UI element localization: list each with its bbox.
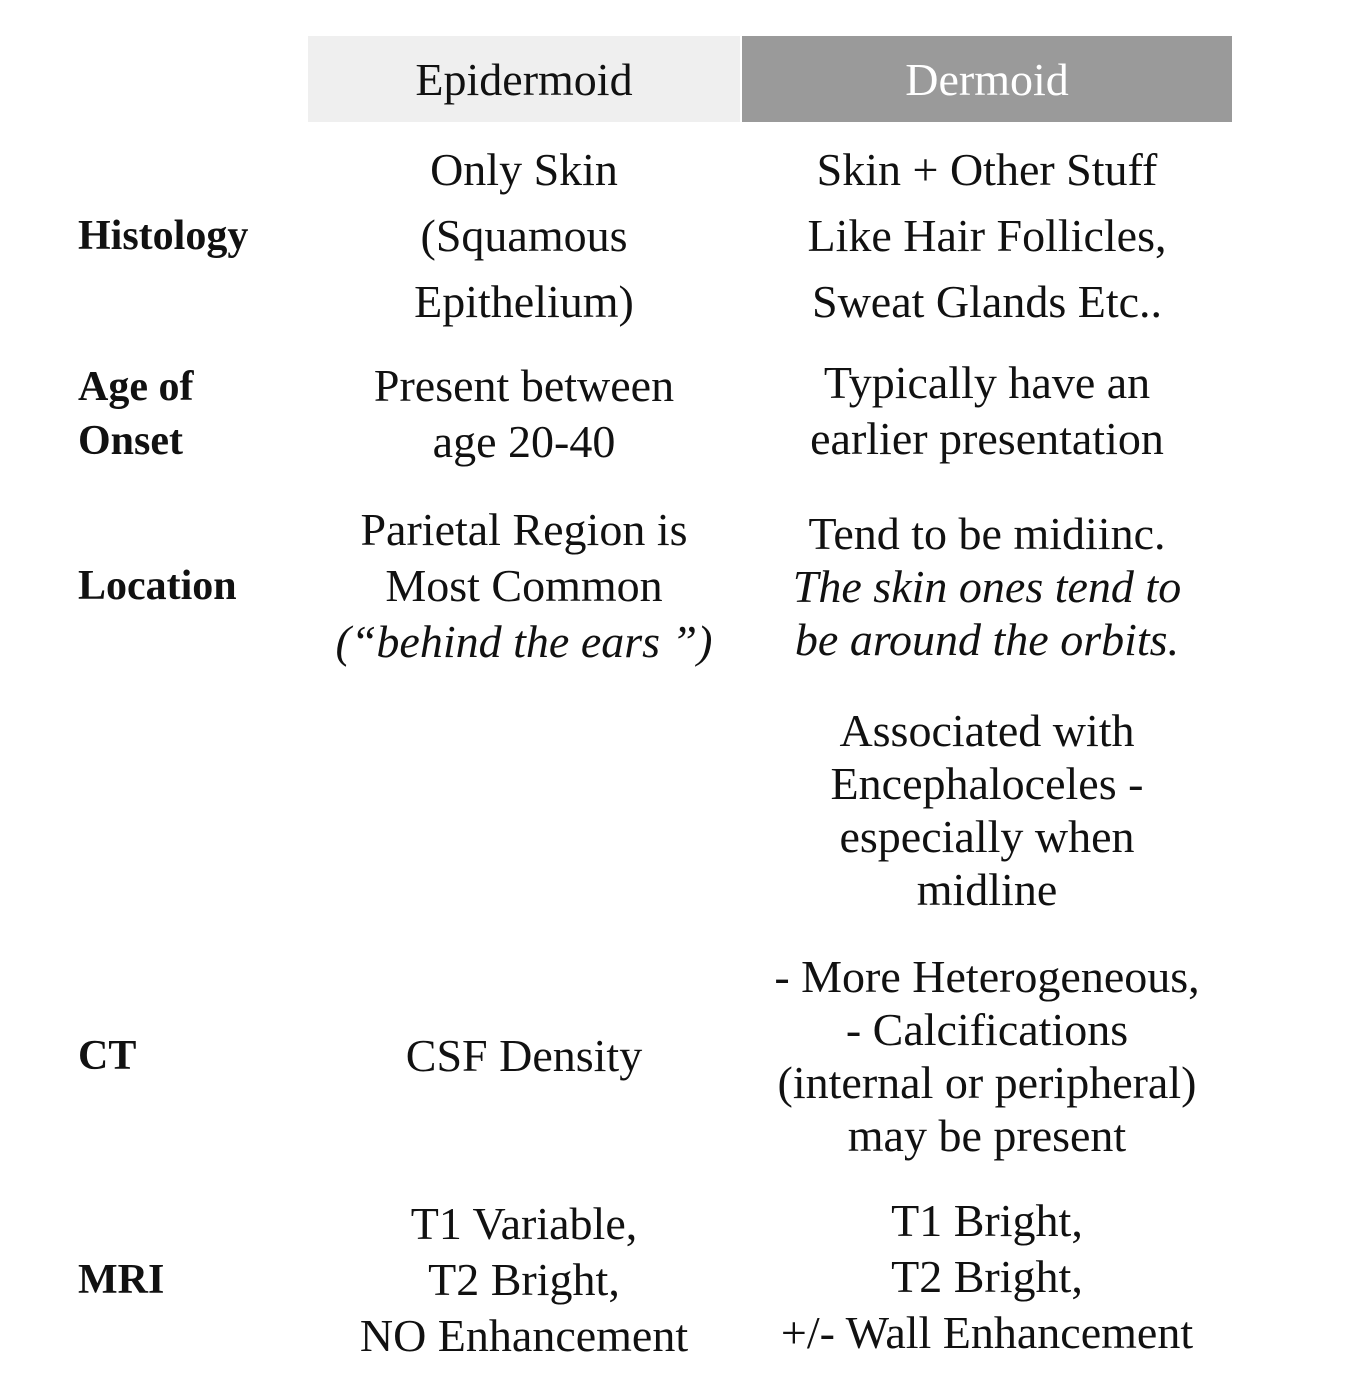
cell-line: Present between	[373, 360, 675, 411]
cell-epidermoid-location: Parietal Region is Most Common (“behind …	[308, 500, 740, 672]
cell-dermoid-histology: Skin + Other Stuff Like Hair Follicles, …	[742, 136, 1232, 336]
row-age-of-onset: Age of Onset Present between age 20-40 T…	[0, 357, 1366, 470]
cell-line: Associated with	[839, 705, 1135, 756]
cell-epidermoid-mri: T1 Variable, T2 Bright, NO Enhancement	[308, 1196, 740, 1364]
cell-line: (internal or peripheral)	[777, 1057, 1197, 1108]
row-location: Location Parietal Region is Most Common …	[0, 500, 1366, 672]
row-label-ct: CT	[78, 1033, 137, 1079]
row-label-age-of-onset: Age of Onset	[78, 358, 298, 470]
cell-line: earlier presentation	[810, 413, 1164, 464]
row-ct: CT CSF Density - More Heterogeneous, - C…	[0, 944, 1366, 1168]
cell-line: - Calcifications	[845, 1004, 1129, 1055]
cell-line: may be present	[847, 1110, 1127, 1161]
label-line: Onset	[78, 418, 183, 464]
cell-line: Typically have an	[823, 357, 1151, 408]
cell-line: CSF Density	[405, 1030, 643, 1081]
cell-dermoid-ct: - More Heterogeneous, - Calcifications (…	[742, 944, 1232, 1168]
cell-line: NO Enhancement	[359, 1310, 689, 1361]
cell-line: T1 Variable,	[410, 1198, 638, 1249]
cell-line: T2 Bright,	[891, 1251, 1083, 1302]
row-association: Associated with Encephaloceles - especia…	[0, 700, 1366, 920]
cell-dermoid-location: Tend to be midiinc. The skin ones tend t…	[742, 500, 1232, 672]
cell-line: especially when	[839, 811, 1135, 862]
cell-line-italic: be around the orbits.	[794, 613, 1180, 665]
row-histology: Histology Only Skin (Squamous Epithelium…	[0, 136, 1366, 336]
label-line: Age of	[78, 364, 194, 410]
cell-epidermoid-histology: Only Skin (Squamous Epithelium)	[308, 136, 740, 336]
cell-line: Most Common	[385, 560, 663, 611]
row-mri: MRI T1 Variable, T2 Bright, NO Enhanceme…	[0, 1195, 1366, 1364]
cell-line: Parietal Region is	[360, 504, 688, 555]
header-dermoid: Dermoid	[742, 36, 1232, 122]
cell-line: Skin + Other Stuff	[816, 144, 1158, 195]
cell-epidermoid-ct: CSF Density	[308, 944, 740, 1168]
cell-line: Only Skin	[430, 144, 618, 195]
cell-line: midline	[916, 864, 1058, 915]
cell-dermoid-association: Associated with Encephaloceles - especia…	[742, 700, 1232, 920]
header-epidermoid: Epidermoid	[308, 36, 740, 122]
cell-line: Like Hair Follicles,	[807, 210, 1167, 261]
cell-line: T1 Bright,	[891, 1195, 1083, 1246]
cell-dermoid-age: Typically have an earlier presentation	[742, 352, 1232, 470]
cell-epidermoid-age: Present between age 20-40	[308, 358, 740, 470]
cell-line: Encephaloceles -	[830, 758, 1144, 809]
cell-line-italic: (“behind the ears ”)	[335, 616, 713, 667]
cell-line: Sweat Glands Etc..	[811, 276, 1163, 327]
row-label-location: Location	[78, 563, 237, 609]
cell-line: - More Heterogeneous,	[774, 951, 1200, 1002]
cell-line: Tend to be midiinc.	[808, 507, 1166, 559]
cell-dermoid-mri: T1 Bright, T2 Bright, +/- Wall Enhanceme…	[742, 1190, 1232, 1364]
cell-line-italic: The skin ones tend to	[792, 560, 1182, 612]
cell-line: (Squamous	[420, 210, 628, 261]
cell-line: T2 Bright,	[428, 1254, 620, 1305]
cell-line: Epithelium)	[414, 276, 634, 327]
row-label-mri: MRI	[78, 1257, 165, 1303]
cell-line: age 20-40	[432, 416, 616, 467]
cell-line: +/- Wall Enhancement	[780, 1307, 1194, 1358]
row-label-histology: Histology	[78, 213, 249, 259]
